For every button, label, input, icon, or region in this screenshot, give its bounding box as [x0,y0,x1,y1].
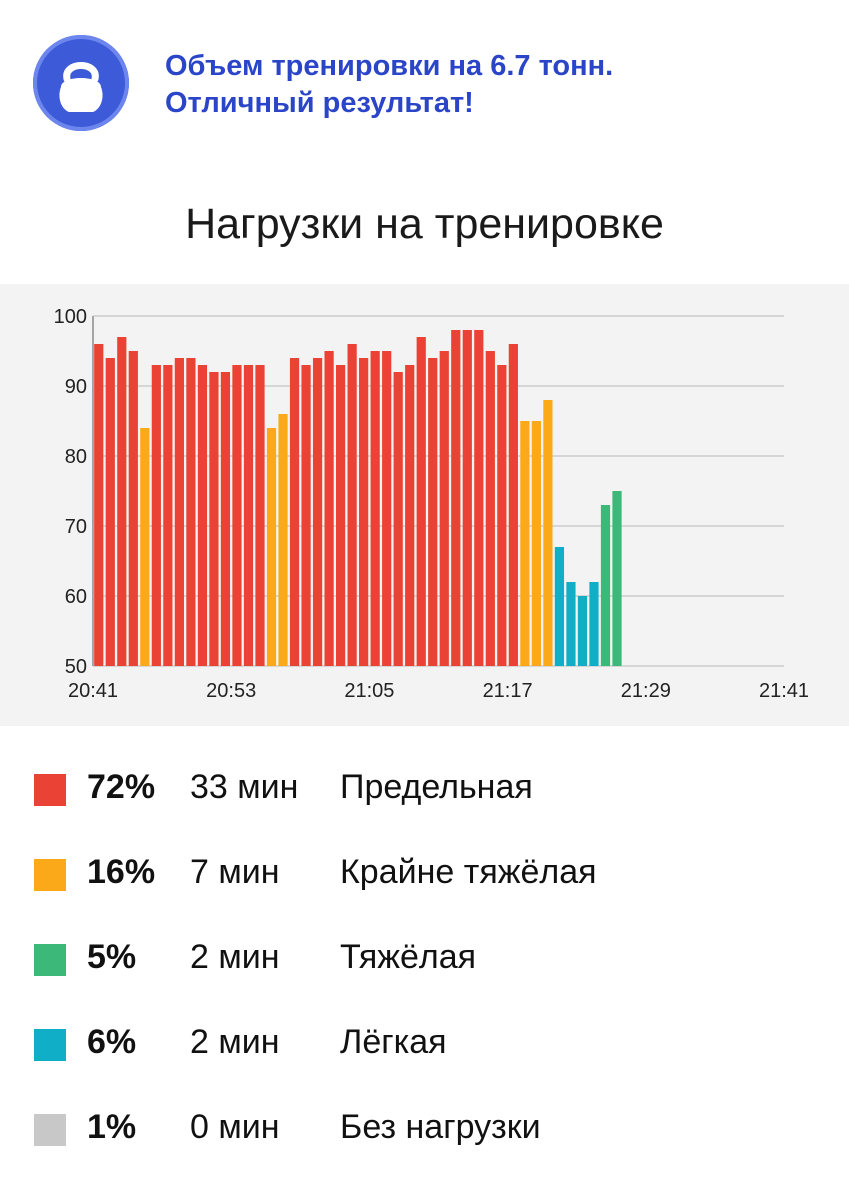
legend-zone: Лёгкая [340,1023,447,1061]
headline-line-2: Отличный результат! [165,87,474,119]
chart-bar [324,351,334,666]
chart-bar [105,358,115,666]
chart-bar [278,414,288,666]
summary-headline: Объем тренировки на 6.7 тонн. Отличный р… [165,48,805,122]
legend-minutes: 33 мин [190,768,299,806]
chart-bar [589,582,599,666]
chart-bar [186,358,196,666]
legend-row-light: 6% 2 мин Лёгкая [0,1015,849,1075]
y-tick-label: 90 [65,376,87,398]
chart-bar [612,491,622,666]
legend-swatch [34,774,66,806]
chart-bar [554,547,565,666]
legend-row-extreme: 72% 33 мин Предельная [0,760,849,820]
chart-bar [174,358,184,666]
chart-bar [474,330,484,666]
chart-bar [232,365,242,666]
chart-bar [485,351,495,666]
chart-bar [359,358,369,666]
chart-bar [497,365,507,666]
legend-minutes: 7 мин [190,853,280,891]
chart-bar [289,358,300,666]
legend-zone: Предельная [340,768,533,806]
x-tick-label: 21:05 [344,680,394,702]
chart-bar [520,421,530,666]
chart-bar [393,372,403,666]
x-tick-label: 21:17 [483,680,533,702]
chart-bar [405,365,415,666]
chart-bar [301,365,311,666]
headline-line-1: Объем тренировки на 6.7 тонн. [165,50,614,82]
legend-swatch [34,1114,66,1146]
legend-minutes: 0 мин [190,1108,280,1146]
chart-bar [243,365,254,666]
chart-bar [163,365,173,666]
legend-percent: 6% [87,1023,137,1061]
load-bar-chart: 50 60 70 80 90 100 20:41 20:53 21:05 21:17 21:29 21… [54,306,809,702]
legend-swatch [34,1029,66,1061]
legend-zone: Тяжёлая [340,938,477,976]
chart-bar [140,428,150,666]
kettlebell-icon [59,62,103,112]
chart-bar [209,372,219,666]
chart-bar [128,351,138,666]
chart-bar [508,344,518,666]
summary-header: Объем тренировки на 6.7 тонн. Отличный р… [0,0,849,170]
x-tick-label: 21:29 [621,680,671,702]
legend-percent: 72% [87,768,156,806]
legend-minutes: 2 мин [190,1023,280,1061]
y-tick-label: 100 [54,306,87,328]
chart-bar [566,582,576,666]
chart-title: Нагрузки на тренировке [185,200,664,248]
chart-bar [382,351,392,666]
chart-bar [255,365,265,666]
legend-percent: 1% [87,1108,137,1146]
chart-bar [117,337,127,666]
chart-panel: 50 60 70 80 90 100 20:41 20:53 21:05 21:17 21:29 21… [0,284,849,726]
y-tick-label: 50 [65,656,87,678]
chart-bar [416,337,426,666]
chart-bar [312,358,323,666]
chart-bar [347,344,357,666]
chart-bar [428,358,438,666]
chart-bar [577,596,588,666]
chart-bar [94,344,104,666]
legend-row-hard: 5% 2 мин Тяжёлая [0,930,849,990]
chart-bar [151,365,161,666]
chart-bar [197,365,208,666]
chart-bar [531,421,541,666]
legend-zone: Крайне тяжёлая [340,853,597,891]
legend-row-no-load: 1% 0 мин Без нагрузки [0,1100,849,1160]
y-tick-label: 80 [65,446,87,468]
chart-bar [462,330,472,666]
legend-swatch [34,944,66,976]
legend-swatch [34,859,66,891]
legend-zone: Без нагрузки [340,1108,541,1146]
chart-bar [543,400,553,666]
kettlebell-badge [33,35,129,131]
chart-bar [439,351,449,666]
chart-bar [336,365,346,666]
y-tick-label: 60 [65,586,87,608]
x-tick-label: 20:53 [206,680,256,702]
legend-row-very-hard: 16% 7 мин Крайне тяжёлая [0,845,849,905]
chart-bar [370,351,380,666]
chart-bar [220,372,231,666]
chart-bar [451,330,461,666]
x-tick-label: 21:41 [759,680,809,702]
chart-bar [600,505,611,666]
legend-minutes: 2 мин [190,938,280,976]
chart-bar [266,428,277,666]
legend-percent: 16% [87,853,156,891]
legend-percent: 5% [87,938,137,976]
x-tick-label: 20:41 [68,680,118,702]
y-tick-label: 70 [65,516,87,538]
